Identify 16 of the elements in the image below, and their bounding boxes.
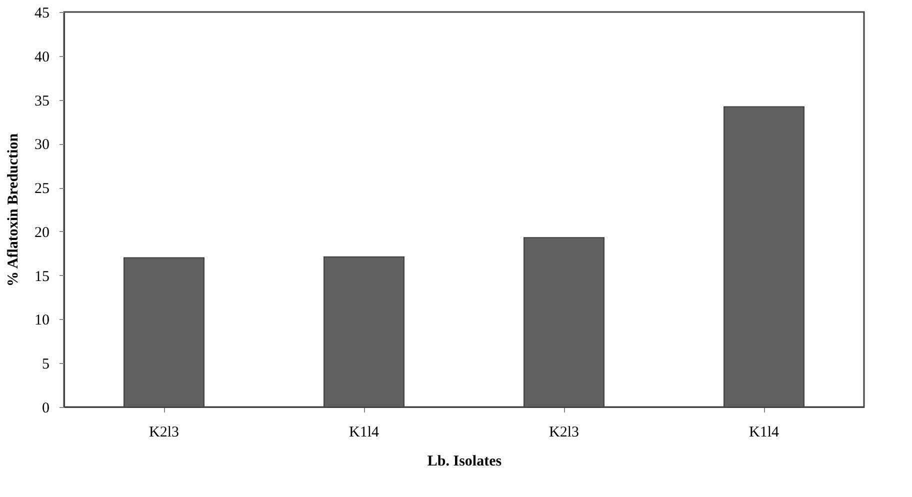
y-tick-label: 15 <box>34 268 50 285</box>
y-tick-label: 30 <box>34 137 50 154</box>
y-tick-label: 35 <box>34 93 50 110</box>
x-tick-label: K1l4 <box>349 424 380 440</box>
y-tick-label: 20 <box>34 224 50 241</box>
y-tick-label: 5 <box>42 356 50 373</box>
x-axis-title: Lb. Isolates <box>427 454 502 470</box>
y-tick-label: 45 <box>34 6 50 22</box>
y-axis-title: % Aflatoxin Breduction <box>6 132 22 287</box>
x-tick-label: K1l4 <box>749 424 780 440</box>
x-tick-label: K2l3 <box>549 424 579 440</box>
x-tick-label: K2l3 <box>149 424 179 440</box>
y-tick-label: 0 <box>42 400 50 416</box>
y-tick-label: 10 <box>34 312 50 329</box>
y-tick-label: 25 <box>34 181 50 198</box>
y-tick-label: 40 <box>34 49 50 66</box>
